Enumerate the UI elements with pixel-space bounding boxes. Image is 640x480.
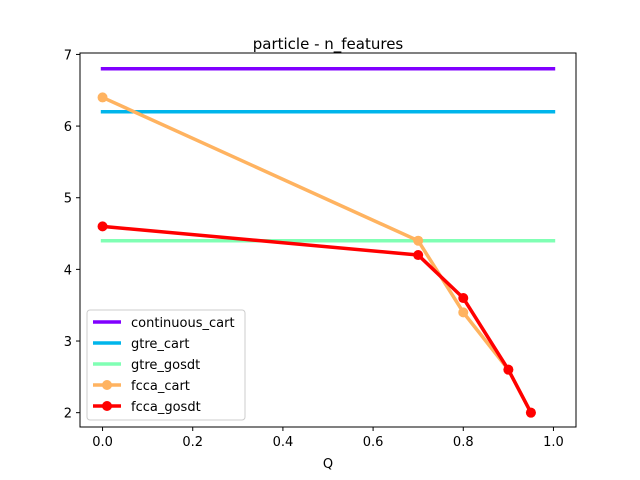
x-axis-label: Q (323, 457, 333, 472)
data-point-fcca-gosdt (97, 221, 108, 232)
y-tick-label: 4 (64, 263, 72, 278)
y-axis-ticks: 2 3 4 5 6 7 (64, 48, 80, 422)
x-tick-label: 0.4 (273, 435, 294, 450)
data-point-fcca-gosdt (525, 407, 536, 418)
legend-marker-fcca-gosdt (102, 401, 112, 411)
chart-title: particle - n_features (253, 35, 404, 54)
legend-label-fcca-cart: fcca_cart (131, 379, 190, 394)
legend-label-gtre-cart: gtre_cart (131, 337, 189, 352)
legend-marker-fcca-cart (102, 380, 112, 390)
legend: continuous_cart gtre_cart gtre_gosdt fcca_c… (86, 309, 246, 421)
x-tick-label: 0.2 (182, 435, 203, 450)
legend-label-fcca-gosdt: fcca_gosdt (131, 400, 201, 415)
y-tick-label: 6 (64, 120, 72, 135)
axes-frame (79, 52, 577, 428)
x-tick-label: 0.6 (363, 435, 384, 450)
legend-label-continuous-cart: continuous_cart (131, 316, 235, 331)
data-point-fcca-cart (458, 307, 469, 318)
y-tick-label: 7 (64, 48, 72, 63)
series-layer (97, 67, 556, 418)
y-tick-label: 5 (64, 192, 72, 207)
y-tick-label: 3 (64, 335, 72, 350)
data-point-fcca-cart (413, 235, 424, 246)
x-axis-ticks: 0.0 0.2 0.4 0.6 0.8 1.0 (92, 427, 564, 450)
y-tick-label: 2 (64, 407, 72, 422)
data-point-fcca-gosdt (458, 293, 469, 304)
legend-box (86, 309, 246, 421)
data-point-fcca-gosdt (413, 250, 424, 261)
data-point-fcca-cart (97, 92, 108, 103)
x-tick-label: 0.8 (453, 435, 474, 450)
x-tick-label: 0.0 (92, 435, 113, 450)
data-point-fcca-gosdt (503, 364, 514, 375)
legend-label-gtre-gosdt: gtre_gosdt (131, 358, 200, 373)
x-tick-label: 1.0 (543, 435, 564, 450)
